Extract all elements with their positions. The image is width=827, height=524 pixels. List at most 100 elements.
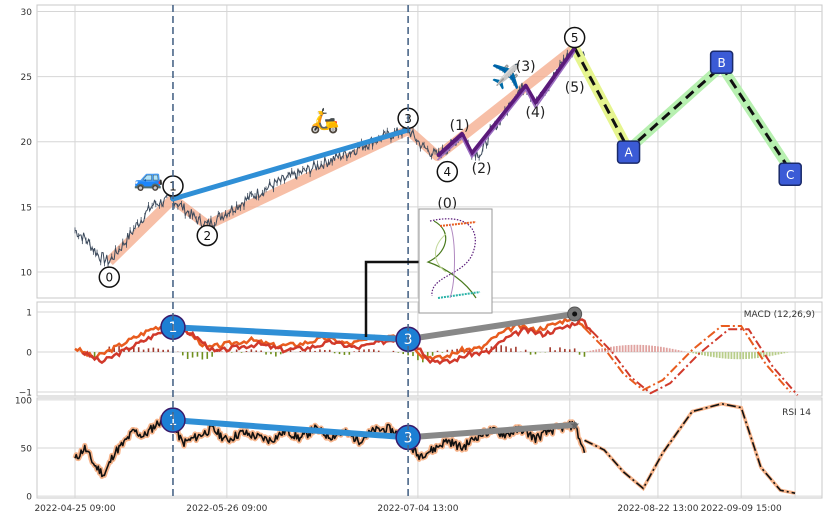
wave-label-text: 4 [443, 165, 451, 179]
macd-histogram-forecast-bar [628, 345, 630, 352]
macd-histogram-bar [162, 350, 164, 352]
macd-histogram-bar [202, 352, 204, 360]
macd-histogram-forecast-bar [657, 346, 659, 352]
macd-histogram-bar [280, 352, 282, 354]
wave-label-4: 4 [437, 162, 457, 182]
macd-histogram-forecast-bar [745, 352, 747, 359]
wave-label-0: 0 [99, 267, 119, 287]
macd-histogram-bar [270, 352, 272, 354]
macd-histogram-bar [378, 351, 380, 352]
macd-histogram-forecast-bar [733, 352, 735, 359]
macd-histogram-forecast-bar [772, 352, 774, 356]
macd-histogram-forecast-bar [728, 352, 730, 359]
macd-histogram-forecast-bar [769, 352, 771, 356]
macd-histogram-bar [304, 351, 306, 352]
macd-histogram-bar [309, 350, 311, 352]
macd-histogram-forecast-bar [692, 352, 694, 353]
macd-divergence-end-dot-center [572, 312, 577, 317]
macd-histogram-forecast-bar [701, 352, 703, 355]
car-icon: 🚙 [134, 164, 164, 192]
macd-histogram-bar [446, 350, 448, 352]
macd-histogram-bar [515, 347, 517, 352]
macd-histogram-forecast-bar [689, 352, 691, 353]
wave-label-text: 5 [571, 31, 579, 45]
macd-histogram-forecast-bar [586, 351, 588, 352]
macd-histogram-bar [569, 349, 571, 352]
correction-label-B: B [711, 51, 733, 73]
macd-histogram-bar [197, 352, 199, 357]
macd-histogram-bar [442, 352, 444, 353]
macd-histogram-bar [579, 352, 581, 355]
macd-histogram-bar [353, 351, 355, 352]
rsi-divergence-end-star: ★ [569, 418, 580, 432]
macd-histogram-forecast-bar [663, 347, 665, 352]
macd-histogram-bar [241, 352, 243, 353]
macd-histogram-bar [373, 349, 375, 352]
y-tick-label: 0 [26, 349, 32, 359]
macd-histogram-bar [187, 352, 189, 359]
macd-histogram-bar [265, 352, 267, 355]
macd-histogram-forecast-bar [669, 348, 671, 352]
macd-histogram-forecast-bar [778, 352, 780, 355]
macd-histogram-forecast-bar [631, 345, 633, 352]
macd-histogram-forecast-bar [681, 351, 683, 352]
macd-histogram-bar [182, 352, 184, 355]
macd-histogram-forecast-bar [775, 352, 777, 355]
macd-histogram-bar [535, 352, 537, 354]
macd-histogram-forecast-bar [713, 352, 715, 357]
macd-histogram-bar [118, 346, 120, 352]
macd-histogram-forecast-bar [636, 345, 638, 352]
macd-histogram-bar [505, 346, 507, 352]
macd-histogram-forecast-bar [601, 348, 603, 352]
macd-histogram-forecast-bar [639, 345, 641, 352]
x-tick-label: 2022-09-09 15:00 [701, 504, 782, 514]
subwave-label: (4) [526, 105, 546, 121]
macd-histogram-forecast-bar [780, 352, 782, 354]
subwave-label: (2) [472, 161, 492, 177]
macd-histogram-bar [559, 347, 561, 352]
macd-histogram-bar [412, 352, 414, 356]
macd-histogram-forecast-bar [625, 345, 627, 352]
macd-histogram-bar [349, 352, 351, 355]
macd-histogram-bar [300, 351, 302, 352]
macd-histogram-bar [319, 349, 321, 352]
y-tick-label: 1 [26, 309, 32, 319]
macd-histogram-forecast-bar [651, 346, 653, 352]
x-tick-label: 2022-08-22 13:00 [617, 504, 698, 514]
macd-histogram-forecast-bar [716, 352, 718, 358]
rsi-title: RSI 14 [782, 408, 811, 418]
macd-histogram-forecast-bar [616, 346, 618, 352]
macd-histogram-forecast-bar [589, 351, 591, 352]
macd-histogram-forecast-bar [592, 350, 594, 352]
correction-label-text: A [624, 146, 633, 160]
macd-histogram-bar [206, 352, 208, 359]
macd-histogram-forecast-bar [645, 345, 647, 352]
macd-histogram-forecast-bar [672, 349, 674, 352]
macd-histogram-forecast-bar [654, 346, 656, 352]
subwave-label: (3) [516, 59, 536, 75]
macd-histogram-bar [554, 350, 556, 352]
macd-histogram-bar [192, 352, 194, 358]
macd-histogram-bar [314, 351, 316, 352]
macd-histogram-bar [334, 352, 336, 353]
macd-histogram-bar [564, 349, 566, 352]
macd-histogram-bar [510, 348, 512, 352]
subwave-label: (5) [565, 80, 585, 96]
macd-histogram-forecast-bar [642, 345, 644, 352]
y-tick-label: 0 [26, 493, 32, 503]
x-tick-label: 2022-04-25 09:00 [34, 504, 115, 514]
macd-histogram-forecast-bar [719, 352, 721, 358]
x-tick-label: 2022-07-04 13:00 [377, 504, 458, 514]
macd-histogram-bar [530, 352, 532, 355]
elliott-wave-inset-thumbnail [419, 209, 492, 313]
macd-histogram-bar [275, 352, 277, 357]
macd-histogram-forecast-bar [710, 352, 712, 357]
wave-label-5: 5 [565, 28, 585, 48]
macd-histogram-bar [246, 351, 248, 352]
wave-label-2: 2 [197, 225, 217, 245]
macd-histogram-bar [260, 350, 262, 352]
macd-histogram-bar [437, 351, 439, 352]
macd-histogram-bar [324, 350, 326, 352]
